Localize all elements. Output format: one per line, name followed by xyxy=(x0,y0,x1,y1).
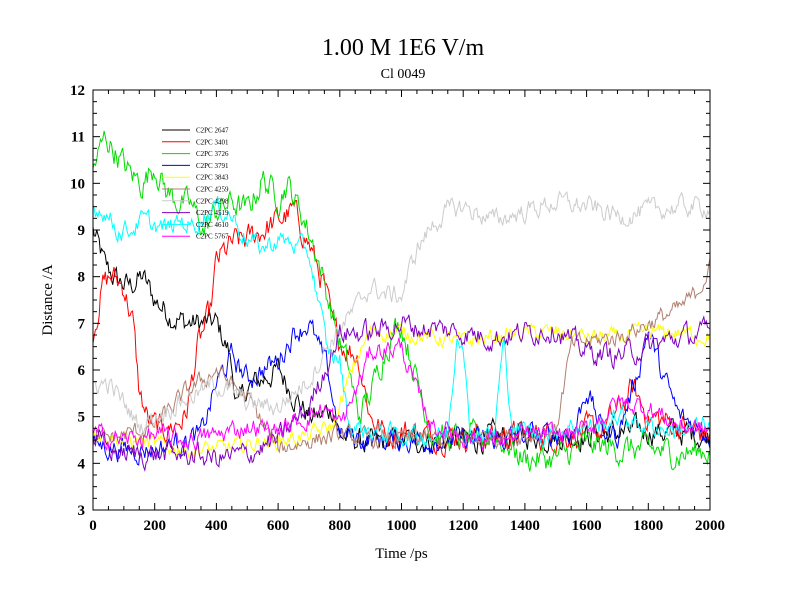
chart-title: 1.00 M 1E6 V/m xyxy=(322,35,485,61)
legend-label: C2PC 5767 xyxy=(196,233,229,241)
x-tick-label: 1200 xyxy=(448,518,478,534)
series-line xyxy=(92,195,711,450)
legend-label: C2PC 4298 xyxy=(196,197,229,205)
x-tick-label: 800 xyxy=(329,518,352,534)
x-tick-label: 1400 xyxy=(510,518,540,534)
legend: C2PC 2647 C2PC 3401 C2PC 3726 C2PC 3791 C2PC… xyxy=(162,127,229,241)
y-tick-label: 7 xyxy=(78,316,86,332)
y-tick-label: 5 xyxy=(78,410,86,426)
series-line xyxy=(92,199,711,459)
y-tick-label: 3 xyxy=(78,503,86,519)
y-tick-label: 9 xyxy=(78,223,86,239)
x-tick-label: 1800 xyxy=(633,518,663,534)
series-line xyxy=(92,257,711,454)
y-tick-label: 12 xyxy=(70,83,85,99)
x-tick-label: 200 xyxy=(143,518,166,534)
series-line xyxy=(92,130,711,472)
x-tick-label: 2000 xyxy=(695,518,725,534)
y-tick-label: 4 xyxy=(78,456,86,472)
y-axis-label: Distance /A xyxy=(40,264,56,335)
legend-label: C2PC 3791 xyxy=(196,162,229,170)
legend-label: C2PC 3401 xyxy=(196,138,229,146)
x-tick-label: 0 xyxy=(89,518,97,534)
series-layer xyxy=(92,130,711,473)
y-tick-label: 8 xyxy=(78,270,86,286)
legend-label: C2PC 3843 xyxy=(196,174,229,182)
chart-subtitle: Cl 0049 xyxy=(381,67,426,82)
x-tick-label: 400 xyxy=(205,518,228,534)
axis-ticks: 0 200 400 600 800 1000 1200 1400 1600 1800 2000 3 4 5… xyxy=(70,83,725,534)
series-line xyxy=(92,190,711,436)
x-tick-label: 1000 xyxy=(387,518,417,534)
y-tick-label: 10 xyxy=(70,176,85,192)
legend-label: C2PC 4610 xyxy=(196,221,229,229)
legend-label: C2PC 4519 xyxy=(196,209,229,217)
x-tick-label: 1600 xyxy=(572,518,602,534)
legend-label: C2PC 3726 xyxy=(196,150,229,158)
series-line xyxy=(92,226,711,455)
y-tick-label: 6 xyxy=(78,363,86,379)
legend-label: C2PC 2647 xyxy=(196,127,229,135)
x-axis-label: Time /ps xyxy=(375,546,428,562)
series-line xyxy=(92,337,711,452)
y-tick-label: 11 xyxy=(71,130,85,146)
x-tick-label: 600 xyxy=(267,518,290,534)
legend-label: C2PC 4259 xyxy=(196,186,229,194)
